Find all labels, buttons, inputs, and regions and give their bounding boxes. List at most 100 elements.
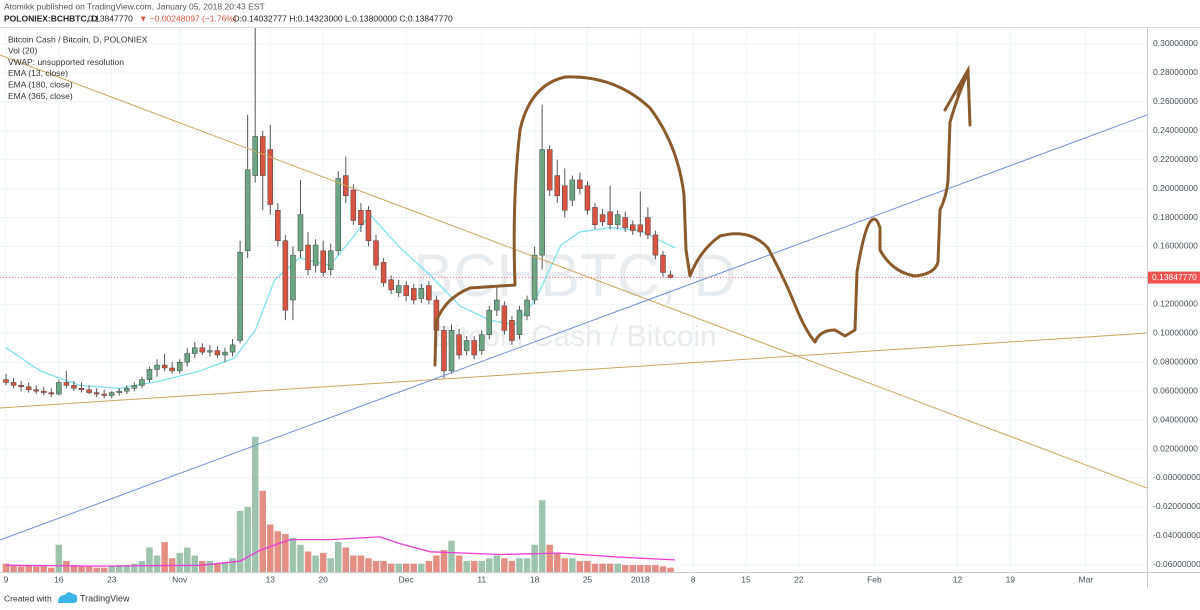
volume-bar (78, 566, 85, 572)
candle-body (10, 382, 17, 386)
candle-body (630, 224, 636, 231)
volume-bar (621, 565, 629, 572)
volume-bar (538, 500, 546, 572)
volume-bar (652, 565, 659, 572)
volume-bar (267, 524, 274, 572)
volume-bar (244, 506, 251, 572)
volume-bar (25, 565, 32, 572)
candle-body (539, 149, 545, 256)
candle-body (350, 189, 357, 221)
candle-body (116, 390, 123, 393)
candle-body (290, 254, 296, 301)
volume-bar (440, 550, 448, 572)
volume-bar (614, 563, 621, 572)
y-tick-label: 0.06000000 (1153, 385, 1198, 395)
candle-body (546, 149, 553, 191)
candle-body (154, 364, 160, 370)
volume-bar (48, 567, 55, 572)
candle-body (320, 250, 326, 273)
volume-bar (229, 558, 236, 572)
x-tick-label: 25 (583, 574, 593, 584)
volume-ma-line (5, 536, 676, 567)
candle-body (607, 211, 613, 226)
volume-bar (116, 565, 123, 572)
y-tick-label: -0.06000000 (1153, 559, 1200, 569)
candle-body (395, 285, 402, 294)
candle-body (63, 382, 70, 386)
volume-bar (274, 531, 282, 572)
candle-body (176, 361, 183, 372)
candle-body (3, 379, 9, 383)
volume-bar (350, 555, 357, 572)
volume-bar (455, 555, 463, 572)
candle-body (562, 185, 568, 211)
volume-bar (546, 544, 553, 572)
y-tick-label: 0.22000000 (1153, 154, 1198, 164)
volume-bar (342, 547, 350, 572)
candle-body (524, 299, 530, 317)
candle-body (71, 385, 77, 389)
y-tick-label: 0.28000000 (1153, 67, 1198, 77)
candle-body (569, 179, 576, 201)
legend-item: EMA (365, close) (8, 91, 73, 101)
x-tick-label: 19 (1006, 574, 1016, 584)
volume-bar (561, 558, 569, 572)
change: ▼ −0.00248097 (−1.76%) (139, 13, 237, 23)
volume-bar (425, 560, 433, 572)
candle-body (267, 149, 274, 205)
volume-bar (312, 555, 319, 572)
price: 0.13847770 (88, 13, 133, 23)
candle-body (456, 334, 462, 356)
candle-body (509, 320, 515, 341)
volume-bar (365, 558, 372, 572)
x-tick-label: 16 (54, 574, 64, 584)
candle-body (18, 385, 24, 388)
volume-bar (470, 560, 478, 572)
volume-bar (599, 563, 606, 572)
volume-bar (463, 560, 470, 572)
brand-logo (58, 592, 78, 603)
y-tick-label: 0.10000000 (1153, 328, 1198, 338)
x-tick-label: Feb (867, 574, 882, 584)
candle-body (312, 244, 319, 266)
candle-body (297, 214, 304, 252)
y-tick-label: 0.04000000 (1153, 414, 1198, 424)
volume-bar (402, 563, 410, 572)
candle-body (411, 288, 417, 301)
candle-body (305, 244, 311, 270)
volume-bar (40, 566, 48, 572)
volume-bar (161, 542, 168, 572)
volume-bar (448, 540, 455, 572)
volume-bar (206, 560, 214, 572)
candle-body (108, 392, 115, 396)
candle-body (229, 344, 236, 353)
y-tick-label: 0.20000000 (1153, 183, 1198, 193)
ohlc: O:0.14032777 H:0.14323000 L:0.13800000 C… (233, 13, 453, 23)
symbol: POLONIEX:BCHBTC, D (4, 13, 98, 23)
last-price-box (1148, 271, 1200, 284)
watermark-symbol: BCHBTC, D (413, 242, 736, 309)
y-tick-label: 0.26000000 (1153, 96, 1198, 106)
volume-bar (584, 560, 591, 572)
volume-bar (319, 552, 327, 572)
volume-bar (433, 555, 440, 572)
volume-bar (418, 563, 425, 572)
drawings (0, 54, 1147, 541)
candle-body (25, 386, 32, 390)
volume-bar (55, 544, 63, 572)
x-tick-label: 9 (4, 574, 9, 584)
candle-body (667, 274, 674, 278)
y-tick-label: -0.00000000 (1153, 472, 1200, 482)
candle-body (494, 299, 500, 311)
y-tick-label: -0.04000000 (1153, 530, 1200, 540)
volume-bar (493, 555, 501, 572)
x-tick-label: 2018 (631, 574, 650, 584)
volume-bar (236, 511, 244, 572)
candle-body (33, 389, 39, 392)
candle-body (192, 347, 198, 354)
candle-body (365, 210, 372, 241)
volume-bar (304, 551, 312, 572)
candle-body (478, 334, 485, 351)
footer-brand: TradingView (80, 593, 130, 603)
